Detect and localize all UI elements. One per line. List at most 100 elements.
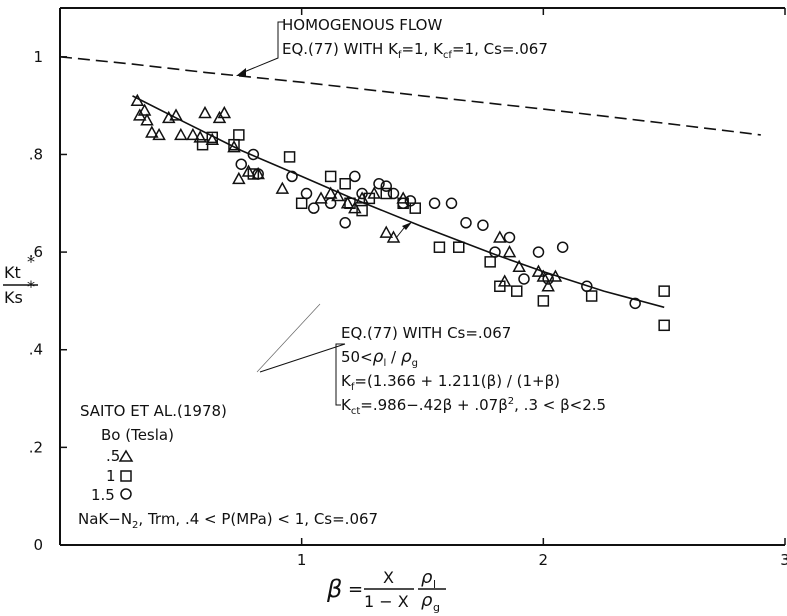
- annotation-homogenous-kcf-value: =1, Cs=.067: [452, 40, 548, 58]
- annotation-homogenous-leader: [243, 21, 285, 73]
- annotation-model-rho-l-sub: l: [383, 358, 386, 369]
- y-tick-label: .4: [29, 341, 43, 359]
- circle-point: [542, 273, 554, 285]
- y-tick-label: .2: [29, 438, 43, 456]
- circle-point: [324, 197, 337, 210]
- triangle-point: [531, 264, 546, 277]
- circle-point: [581, 280, 593, 293]
- triangle-point: [379, 225, 394, 238]
- annotation-homogenous-kf-sub: f: [398, 50, 402, 61]
- triangle-point: [205, 132, 220, 146]
- annotation-model-kct-k: K: [341, 396, 352, 414]
- x-tick-label: 1: [297, 551, 307, 569]
- circle-point: [404, 195, 417, 207]
- annotation-homogenous-kcf-sub: cf: [443, 50, 452, 61]
- square-point: [494, 280, 506, 293]
- x-label-equals: =: [348, 579, 363, 600]
- circle-point: [356, 187, 368, 200]
- y-label-denominator: Ks: [4, 288, 23, 307]
- legend-label-square: 1: [106, 467, 116, 485]
- annotation-model-rho-g-sub: g: [412, 358, 418, 369]
- annotation-model: EQ.(77) WITH Cs=.067 50<ρl / ρg Kf=(1.36…: [256, 222, 606, 417]
- triangle-point: [541, 279, 555, 292]
- square-point: [344, 197, 356, 210]
- legend-label-triangle: .5: [106, 447, 120, 465]
- circle-point: [445, 197, 458, 210]
- annotation-model-kct-range: , .3 < β<2.5: [514, 396, 606, 414]
- circle-point: [532, 246, 545, 258]
- square-point: [658, 319, 670, 332]
- circle-point: [556, 241, 569, 253]
- annotation-model-line4: Kct=.986−.42β + .07β2, .3 < β<2.5: [341, 396, 606, 417]
- legend: SAITO ET AL.(1978) Bo (Tesla) .5 1 1.5 N…: [78, 402, 378, 531]
- annotation-model-ratio-prefix: 50<: [341, 348, 373, 366]
- x-label-num: X: [383, 568, 394, 587]
- triangle-point: [314, 191, 328, 204]
- annotation-model-leader: [259, 343, 346, 406]
- annotation-homogenous-kf-value: =1, K: [401, 40, 444, 58]
- triangle-point: [331, 188, 345, 202]
- annotation-homogenous-k-label: EQ.(77) WITH K: [282, 40, 399, 58]
- legend-marker-square: [120, 470, 132, 482]
- annotation-model-arrow-stem: [395, 227, 405, 239]
- legend-marker-circle: [120, 488, 132, 500]
- annotation-model-kct-sub: ct: [351, 406, 360, 417]
- circle-point: [387, 187, 400, 200]
- axes: [59, 7, 785, 546]
- legend-footer-conditions: , Trm, .4 < P(MPa) < 1, Cs=.067: [138, 510, 378, 528]
- y-tick-label: .6: [29, 243, 43, 261]
- square-point: [196, 138, 209, 151]
- circle-point: [629, 297, 641, 310]
- x-label-rho-g: ρ: [421, 590, 433, 611]
- y-label-denominator-sup: *: [27, 277, 35, 296]
- square-point: [658, 285, 670, 297]
- triangle-point: [193, 130, 207, 143]
- square-point: [233, 129, 245, 141]
- triangle-point: [152, 127, 166, 141]
- legend-title: SAITO ET AL.(1978): [80, 402, 227, 420]
- square-point: [380, 187, 392, 200]
- triangle-point: [169, 108, 183, 121]
- x-label-den: 1 − X: [364, 592, 409, 611]
- circle-point: [339, 217, 351, 229]
- square-point: [511, 285, 523, 297]
- annotation-model-kf-formula: =(1.366 + 1.211(β) / (1+β): [354, 372, 560, 390]
- annotation-model-line2: 50<ρl / ρg: [341, 347, 418, 369]
- circle-point: [380, 180, 392, 192]
- square-point: [247, 168, 260, 180]
- y-tick-label: .8: [29, 145, 43, 163]
- square-point: [537, 295, 550, 307]
- square-point: [433, 241, 446, 253]
- data-markers: [130, 93, 670, 332]
- circle-point: [349, 170, 361, 183]
- circle-point: [428, 197, 441, 210]
- triangle-point: [493, 230, 507, 243]
- triangle-point: [130, 93, 145, 107]
- x-axis-label: β = X 1 − X ρ l ρ g: [326, 567, 446, 614]
- circle-point: [503, 231, 516, 244]
- x-label-beta: β: [326, 575, 342, 603]
- annotation-model-kct-formula: =.986−.42β + .07β: [360, 396, 508, 414]
- x-label-rho-g-sub: g: [433, 601, 440, 614]
- triangle-point: [502, 245, 517, 258]
- legend-footer-fluid: NaK−N: [78, 510, 132, 528]
- circle-point: [373, 177, 385, 190]
- square-point: [484, 256, 496, 268]
- legend-marker-triangle: [118, 449, 134, 462]
- triangle-point: [217, 105, 232, 119]
- annotation-model-kct-sup: 2: [508, 396, 514, 407]
- x-label-rho-l-sub: l: [433, 578, 436, 591]
- x-tick-label: 3: [780, 551, 787, 569]
- annotation-model-arrow: [402, 222, 412, 230]
- legend-subtitle: Bo (Tesla): [101, 426, 174, 444]
- triangle-point: [227, 140, 241, 153]
- triangle-point: [198, 105, 212, 119]
- circle-point: [235, 158, 247, 170]
- x-label-rho-l: ρ: [421, 567, 433, 588]
- circle-point: [300, 187, 313, 200]
- square-point: [324, 170, 337, 183]
- circle-point: [252, 168, 264, 180]
- y-axis-label: Kt * Ks *: [3, 252, 38, 307]
- annotation-model-rho-g: ρ: [401, 347, 412, 367]
- annotation-homogenous: HOMOGENOUS FLOW EQ.(77) WITH Kf=1, Kcf=1…: [236, 16, 548, 76]
